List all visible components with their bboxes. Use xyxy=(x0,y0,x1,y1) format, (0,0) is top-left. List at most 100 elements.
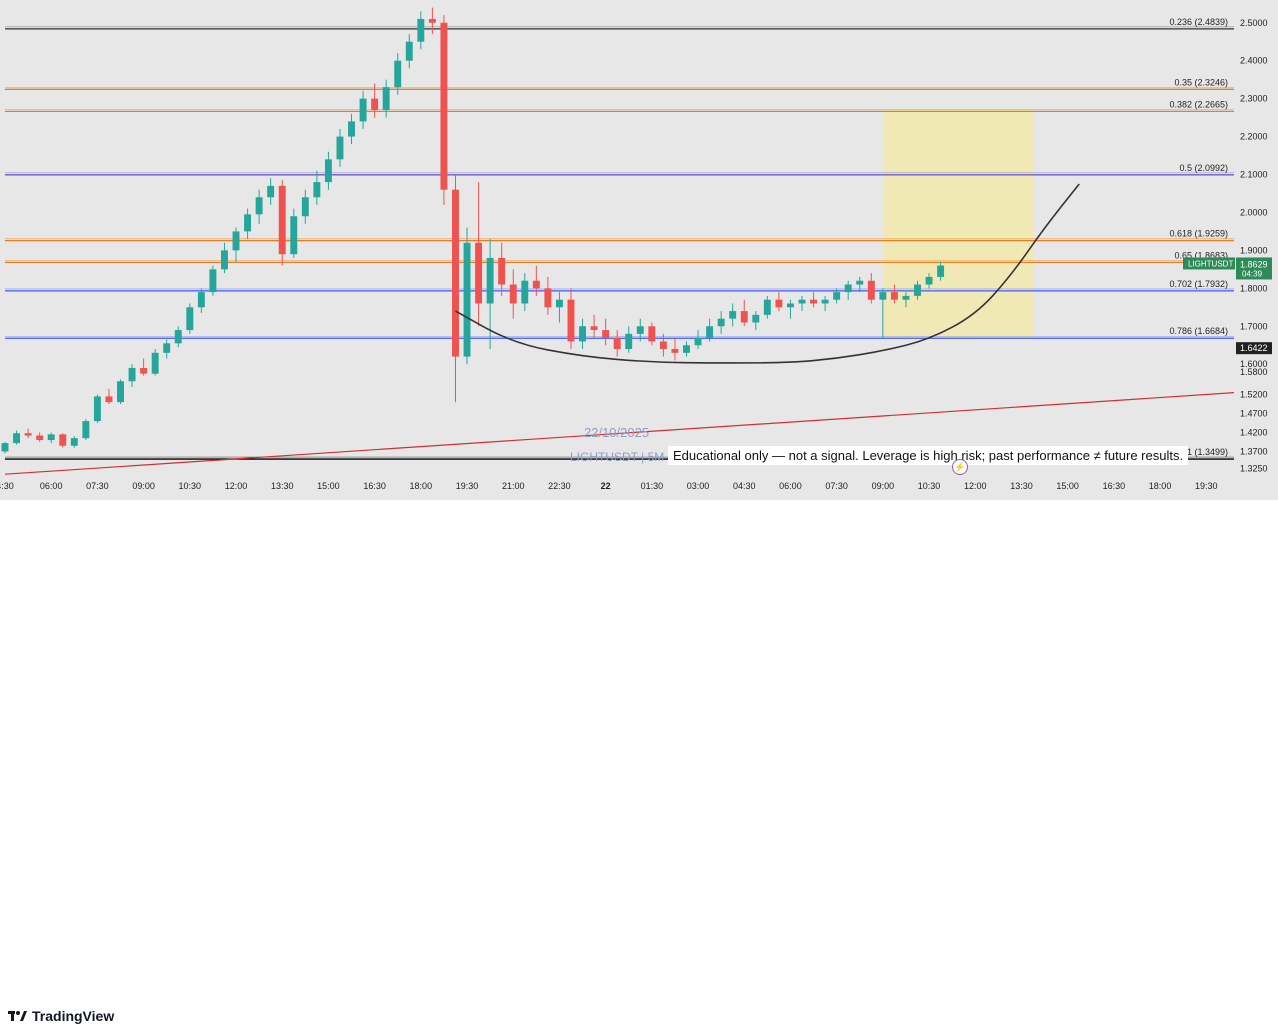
candle-body xyxy=(278,185,286,255)
candle xyxy=(394,53,402,95)
candle xyxy=(509,269,517,319)
candle-body xyxy=(486,257,494,304)
candle-body xyxy=(590,326,598,331)
candle xyxy=(856,276,864,293)
candle xyxy=(590,314,598,338)
price-tick-label: 2.4000 xyxy=(1240,56,1268,66)
candle xyxy=(555,292,563,323)
candle-body xyxy=(902,295,910,300)
time-tick-label: 13:30 xyxy=(271,481,294,491)
candle xyxy=(486,239,494,350)
marker-price-value: 1.6422 xyxy=(1240,343,1268,353)
candle-body xyxy=(440,22,448,190)
candle xyxy=(140,358,148,376)
candle-body xyxy=(810,299,818,304)
target-zone-box xyxy=(882,110,1034,338)
candle xyxy=(636,318,644,342)
time-tick-label: 07:30 xyxy=(825,481,848,491)
candle-body xyxy=(833,292,841,300)
time-tick-label: 01:30 xyxy=(641,481,664,491)
marker-price-badge xyxy=(1236,342,1272,355)
candle-body xyxy=(625,333,633,350)
chart-area[interactable]: 0.236 (2.4839) 0.35 (2.3246) 0.382 (2.2665… xyxy=(0,0,1278,500)
candle xyxy=(937,261,945,281)
time-tick-label: 15:00 xyxy=(317,481,340,491)
candle xyxy=(36,432,44,442)
candle xyxy=(440,15,448,205)
time-tick-label: 06:00 xyxy=(40,481,63,491)
lightning-icon[interactable]: ⚡ xyxy=(952,459,968,475)
candle-body xyxy=(117,381,124,403)
candle xyxy=(717,311,725,334)
candle-body xyxy=(267,185,275,198)
candle xyxy=(174,326,182,348)
current-price-symbol-badge xyxy=(1183,257,1235,270)
candle-body xyxy=(140,367,148,374)
candle xyxy=(914,280,921,300)
candle xyxy=(452,174,459,403)
candle-body xyxy=(659,341,667,350)
price-tick-label: 1.8000 xyxy=(1240,283,1268,293)
time-tick-label: 07:30 xyxy=(86,481,109,491)
candle xyxy=(24,428,32,439)
candle-body xyxy=(613,337,621,350)
time-axis: 4:30 06:00 07:30 09:00 10:30 12:00 13:30 15:00 1… xyxy=(0,481,1218,491)
candle xyxy=(694,330,702,350)
candle xyxy=(197,288,205,313)
candle xyxy=(613,330,621,357)
candle xyxy=(371,83,379,118)
candle xyxy=(313,170,321,205)
time-tick-label: 09:00 xyxy=(872,481,895,491)
candle-body xyxy=(24,433,32,436)
candle xyxy=(463,227,471,365)
tradingview-logo[interactable]: TradingView xyxy=(8,1008,114,1024)
candle-body xyxy=(706,326,714,338)
candle-body xyxy=(544,288,552,308)
candle-body xyxy=(382,87,390,111)
candle-body xyxy=(775,299,783,308)
candle xyxy=(47,432,55,444)
time-tick-label: 06:00 xyxy=(779,481,802,491)
fib-level-label: 0.382 (2.2665) xyxy=(1169,99,1228,109)
candle xyxy=(428,7,436,35)
time-tick-label: 10:30 xyxy=(918,481,941,491)
candle-body xyxy=(417,18,425,42)
tradingview-logo-text: TradingView xyxy=(32,1008,115,1024)
price-tick-label: 2.1000 xyxy=(1240,170,1268,180)
candle xyxy=(324,151,332,190)
candle xyxy=(290,208,298,258)
candle xyxy=(220,242,228,274)
price-tick-label: 1.5200 xyxy=(1240,390,1268,400)
candle-body xyxy=(59,434,67,446)
price-tick-label: 1.4700 xyxy=(1240,409,1268,419)
candle xyxy=(151,349,159,376)
price-chart[interactable]: 0.236 (2.4839) 0.35 (2.3246) 0.382 (2.2665… xyxy=(0,0,1278,500)
candle xyxy=(359,91,367,129)
candle xyxy=(336,128,344,167)
price-tick-label: 1.3700 xyxy=(1240,446,1268,456)
candle-body xyxy=(914,284,921,296)
time-tick-label: 18:00 xyxy=(1149,481,1172,491)
candle xyxy=(729,303,737,327)
watermark-symbol: LIGHTUSDT | 5M xyxy=(570,450,665,464)
time-tick-label: 10:30 xyxy=(179,481,202,491)
candle xyxy=(1,441,9,454)
candle-body xyxy=(555,299,563,308)
candle-body xyxy=(394,60,402,88)
current-price-badge xyxy=(1236,257,1272,280)
candle xyxy=(821,295,829,312)
candle xyxy=(625,326,633,353)
price-axis: 2.5000 2.4000 2.3000 2.2000 2.1000 2.0000 1.90… xyxy=(1240,18,1268,474)
time-tick-label: 4:30 xyxy=(0,481,14,491)
candle xyxy=(671,337,679,361)
candle-body xyxy=(925,276,933,285)
current-price-symbol: LIGHTUSDT xyxy=(1188,259,1233,268)
candle xyxy=(752,311,760,331)
price-tick-label: 1.4200 xyxy=(1240,427,1268,437)
candle-body xyxy=(348,121,355,137)
candle-body xyxy=(475,242,483,304)
candle xyxy=(902,292,910,308)
candle-body xyxy=(867,280,875,300)
time-tick-label: 16:30 xyxy=(1103,481,1126,491)
candle-body xyxy=(937,265,945,277)
